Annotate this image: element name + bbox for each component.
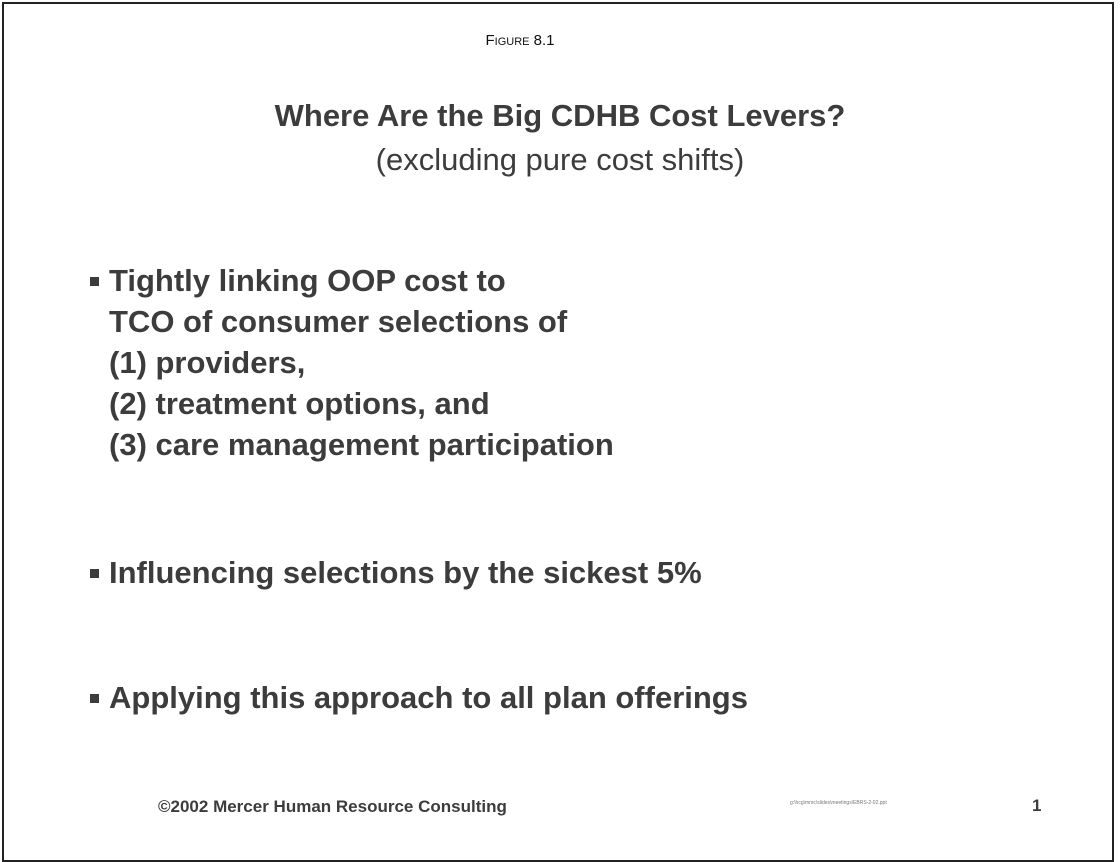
bullet-marker [90, 694, 99, 703]
bullet-line: Tightly linking OOP cost to [109, 263, 506, 298]
bullet-line: (3) care management participation [109, 427, 614, 462]
bullet: Influencing selections by the sickest 5% [90, 552, 702, 593]
file-path: g:\hcg\mrsc\slides\meetings\EBRS-2-02.pp… [790, 800, 887, 806]
bullet: Tightly linking OOP cost to TCO of consum… [90, 260, 614, 465]
bullet-line: (1) providers, [109, 345, 306, 380]
bullet-line: (2) treatment options, and [109, 386, 490, 421]
bullet-line: Influencing selections by the sickest 5% [109, 555, 702, 590]
bullet-marker [90, 277, 99, 286]
bullet: Applying this approach to all plan offer… [90, 677, 748, 718]
figure-label: Figure 8.1 [485, 32, 555, 49]
bullet-line: Applying this approach to all plan offer… [109, 680, 748, 715]
bullet-marker [90, 569, 99, 578]
bullet-line: TCO of consumer selections of [109, 304, 568, 339]
page-number: 1 [1032, 796, 1042, 815]
copyright: ©2002 Mercer Human Resource Consulting [158, 797, 507, 816]
slide-subtitle: (excluding pure cost shifts) [375, 142, 745, 177]
slide-title: Where Are the Big CDHB Cost Levers? [274, 98, 846, 133]
